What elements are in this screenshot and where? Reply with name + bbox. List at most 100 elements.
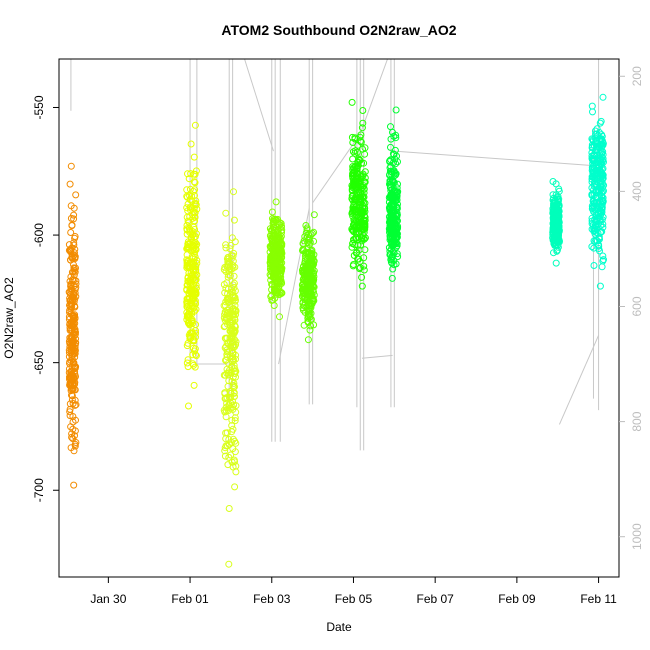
data-point (355, 188, 363, 196)
data-point (222, 335, 230, 343)
data-point (348, 186, 356, 194)
data-point (277, 223, 285, 231)
data-point (184, 217, 192, 225)
x-tick-label: Feb 03 (253, 592, 291, 606)
data-point (552, 241, 560, 249)
data-point (599, 170, 607, 178)
data-point (267, 254, 275, 261)
data-point (221, 452, 229, 460)
data-point (598, 131, 605, 139)
data-point (231, 287, 239, 295)
data-point (67, 284, 75, 292)
data-point (189, 351, 197, 359)
data-point (360, 178, 368, 186)
y-tick-label: -700 (32, 478, 46, 502)
data-point (70, 261, 77, 269)
data-point (593, 199, 601, 207)
x-tick-label: Feb 05 (335, 592, 373, 606)
data-point (231, 437, 239, 445)
data-point (550, 220, 558, 228)
data-point (361, 168, 369, 176)
data-point (589, 108, 596, 116)
data-point (69, 294, 77, 302)
data-point (270, 226, 278, 234)
data-point (299, 268, 307, 276)
data-point (229, 435, 237, 443)
data-point (267, 257, 275, 265)
data-point (222, 241, 230, 249)
data-point (598, 196, 606, 204)
data-point (70, 265, 78, 273)
data-point (191, 192, 198, 199)
data-point (71, 442, 79, 450)
data-point (69, 418, 77, 426)
data-point (310, 273, 318, 281)
data-point (67, 273, 75, 281)
y2-tick-label: 400 (630, 181, 644, 201)
data-point (229, 332, 237, 340)
data-point (231, 365, 239, 372)
data-point (389, 215, 397, 223)
secondary-link-line (359, 58, 388, 134)
data-point (304, 268, 312, 276)
data-point (356, 157, 364, 164)
data-point (187, 334, 195, 342)
data-point (305, 307, 313, 315)
data-point (593, 225, 601, 233)
data-point (594, 179, 602, 187)
data-point (588, 152, 596, 160)
secondary-series (70, 58, 600, 451)
data-point (187, 235, 195, 243)
data-point (267, 234, 275, 242)
data-point (191, 179, 199, 187)
data-point (189, 231, 197, 238)
data-point (360, 185, 368, 193)
data-point (220, 371, 228, 379)
data-point (360, 235, 368, 243)
data-point (350, 224, 358, 232)
data-point (183, 221, 191, 229)
data-point (308, 229, 316, 237)
data-point (186, 308, 193, 316)
data-point (184, 281, 192, 289)
data-point (191, 240, 199, 248)
data-point (359, 107, 367, 114)
data-point (188, 317, 196, 325)
data-point (229, 358, 237, 366)
data-point (71, 368, 79, 376)
data-point (305, 302, 313, 310)
data-point (231, 417, 239, 425)
data-point (230, 216, 238, 224)
data-point (230, 382, 238, 389)
data-point (304, 265, 312, 273)
data-point (191, 209, 199, 217)
data-point (66, 321, 74, 329)
data-point (304, 336, 312, 344)
data-point (190, 243, 198, 251)
data-point (555, 187, 563, 195)
data-point (70, 447, 78, 455)
data-point (185, 319, 192, 327)
data-point (554, 241, 562, 249)
data-point (72, 283, 80, 291)
data-point (393, 230, 401, 237)
data-point (386, 184, 394, 192)
data-point (185, 175, 193, 183)
data-point (303, 269, 310, 277)
data-point (72, 191, 80, 199)
data-point (184, 207, 192, 215)
data-point (192, 351, 200, 359)
data-point (390, 261, 398, 269)
data-point (183, 302, 191, 310)
data-point (391, 197, 399, 205)
data-point (308, 246, 316, 254)
secondary-link-line (394, 150, 592, 166)
data-point (277, 239, 285, 247)
data-point (190, 223, 198, 231)
data-point (225, 505, 233, 512)
data-point (222, 209, 230, 217)
data-point (350, 169, 358, 177)
data-point (593, 130, 601, 138)
data-point (387, 123, 394, 131)
data-point (186, 238, 194, 246)
